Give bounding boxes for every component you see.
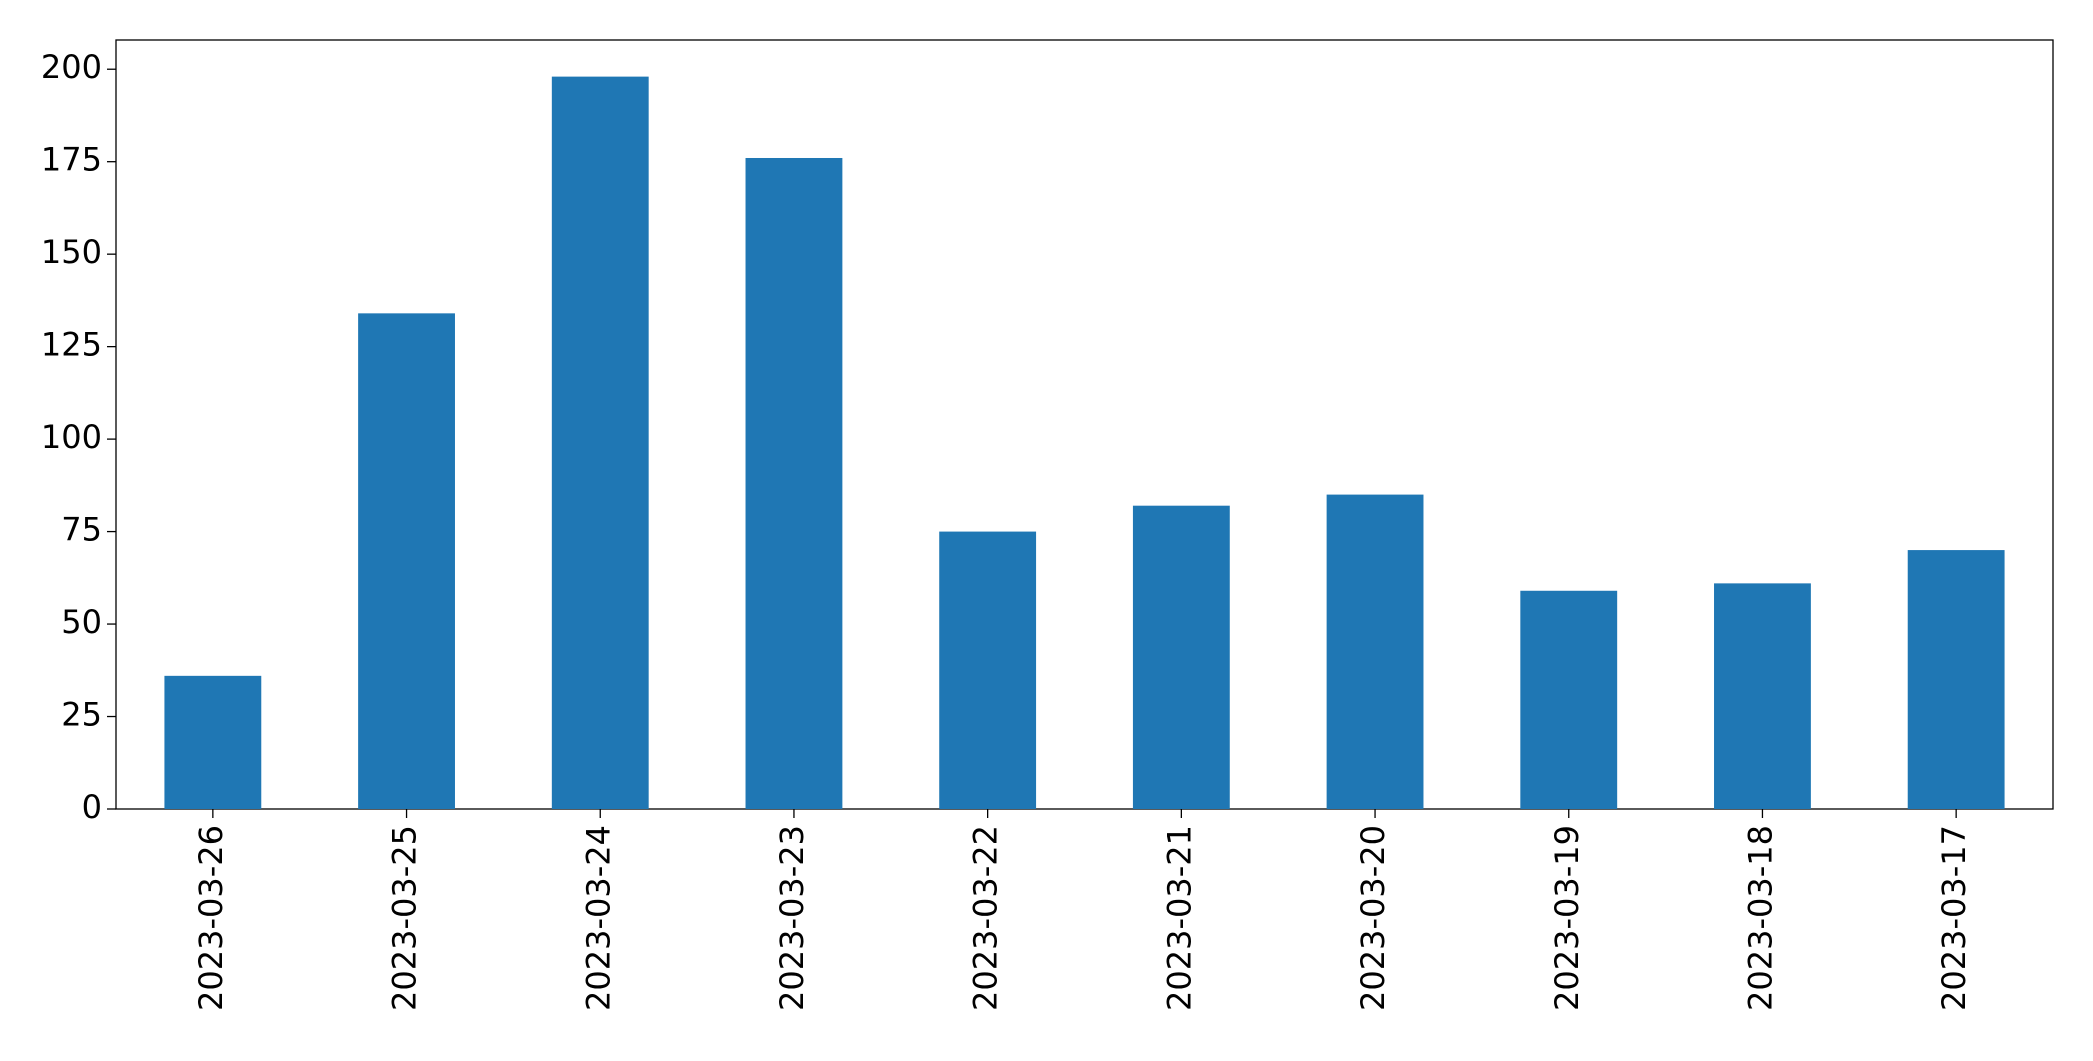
y-tick-label: 25 [61, 696, 102, 734]
bar [1326, 494, 1424, 809]
y-tick-label: 175 [41, 141, 102, 179]
x-tick-label: 2023-03-25 [386, 825, 424, 1011]
bar [1520, 590, 1618, 809]
y-tick-label: 75 [61, 511, 102, 549]
x-tick-label: 2023-03-21 [1160, 825, 1198, 1011]
bar [551, 76, 649, 810]
x-tick-label: 2023-03-19 [1548, 825, 1586, 1011]
x-tick-label: 2023-03-22 [967, 825, 1005, 1011]
y-tick-label: 50 [61, 603, 102, 641]
x-tick-label: 2023-03-17 [1935, 825, 1973, 1011]
x-tick-label: 2023-03-20 [1354, 825, 1392, 1011]
plot-frame [115, 39, 2054, 810]
bar [358, 313, 455, 809]
y-tick-label: 100 [41, 418, 102, 456]
bar [164, 675, 262, 809]
y-tick-label: 200 [41, 48, 102, 86]
x-tick-label: 2023-03-26 [192, 825, 230, 1011]
y-tick-label: 150 [41, 233, 102, 271]
bar [1907, 550, 2005, 809]
y-tick-label: 125 [41, 326, 102, 364]
bar [1714, 583, 1811, 809]
x-tick-label: 2023-03-24 [579, 825, 617, 1011]
bar [745, 157, 843, 810]
x-tick-label: 2023-03-18 [1741, 825, 1779, 1011]
bar [1132, 505, 1230, 809]
x-tick-label: 2023-03-23 [773, 825, 811, 1011]
bar [939, 531, 1037, 809]
y-tick-label: 0 [82, 788, 102, 826]
